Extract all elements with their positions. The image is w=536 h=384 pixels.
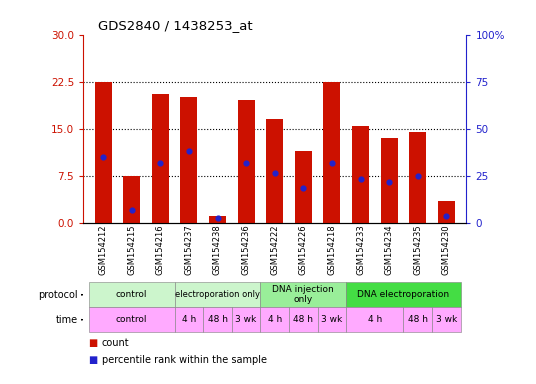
- Text: 4 h: 4 h: [368, 315, 382, 324]
- Bar: [381, 138, 398, 223]
- Text: electroporation only: electroporation only: [175, 290, 260, 299]
- Bar: [152, 94, 169, 223]
- Text: percentile rank within the sample: percentile rank within the sample: [102, 355, 267, 365]
- Text: GDS2840 / 1438253_at: GDS2840 / 1438253_at: [99, 19, 253, 32]
- Text: time: time: [56, 314, 78, 325]
- Point: [327, 160, 336, 166]
- Point: [442, 214, 451, 220]
- Text: control: control: [116, 290, 147, 299]
- Text: 3 wk: 3 wk: [321, 315, 343, 324]
- Bar: [209, 217, 226, 223]
- Text: control: control: [116, 315, 147, 324]
- Point: [184, 147, 193, 154]
- Text: 4 h: 4 h: [182, 315, 196, 324]
- Bar: [295, 151, 312, 223]
- Point: [213, 215, 222, 221]
- Bar: [266, 119, 284, 223]
- Bar: [123, 176, 140, 223]
- Point: [356, 176, 365, 182]
- Text: 48 h: 48 h: [293, 315, 314, 324]
- Text: 48 h: 48 h: [207, 315, 227, 324]
- Point: [128, 207, 136, 213]
- Text: DNA injection
only: DNA injection only: [272, 285, 334, 305]
- Point: [156, 160, 165, 166]
- Bar: [180, 97, 197, 223]
- Bar: [352, 126, 369, 223]
- Text: 48 h: 48 h: [408, 315, 428, 324]
- Text: ■: ■: [88, 355, 98, 365]
- Text: 4 h: 4 h: [267, 315, 282, 324]
- Point: [99, 154, 107, 160]
- Point: [413, 173, 422, 179]
- Text: DNA electroporation: DNA electroporation: [358, 290, 450, 299]
- Bar: [237, 101, 255, 223]
- Bar: [409, 132, 426, 223]
- Bar: [438, 201, 455, 223]
- Bar: [94, 82, 111, 223]
- Text: protocol: protocol: [38, 290, 78, 300]
- Text: ■: ■: [88, 338, 98, 348]
- Point: [385, 179, 393, 185]
- Bar: [323, 82, 340, 223]
- Text: 3 wk: 3 wk: [235, 315, 257, 324]
- Text: 3 wk: 3 wk: [436, 315, 457, 324]
- Text: count: count: [102, 338, 130, 348]
- Point: [271, 169, 279, 175]
- Point: [242, 160, 250, 166]
- Point: [299, 185, 308, 191]
